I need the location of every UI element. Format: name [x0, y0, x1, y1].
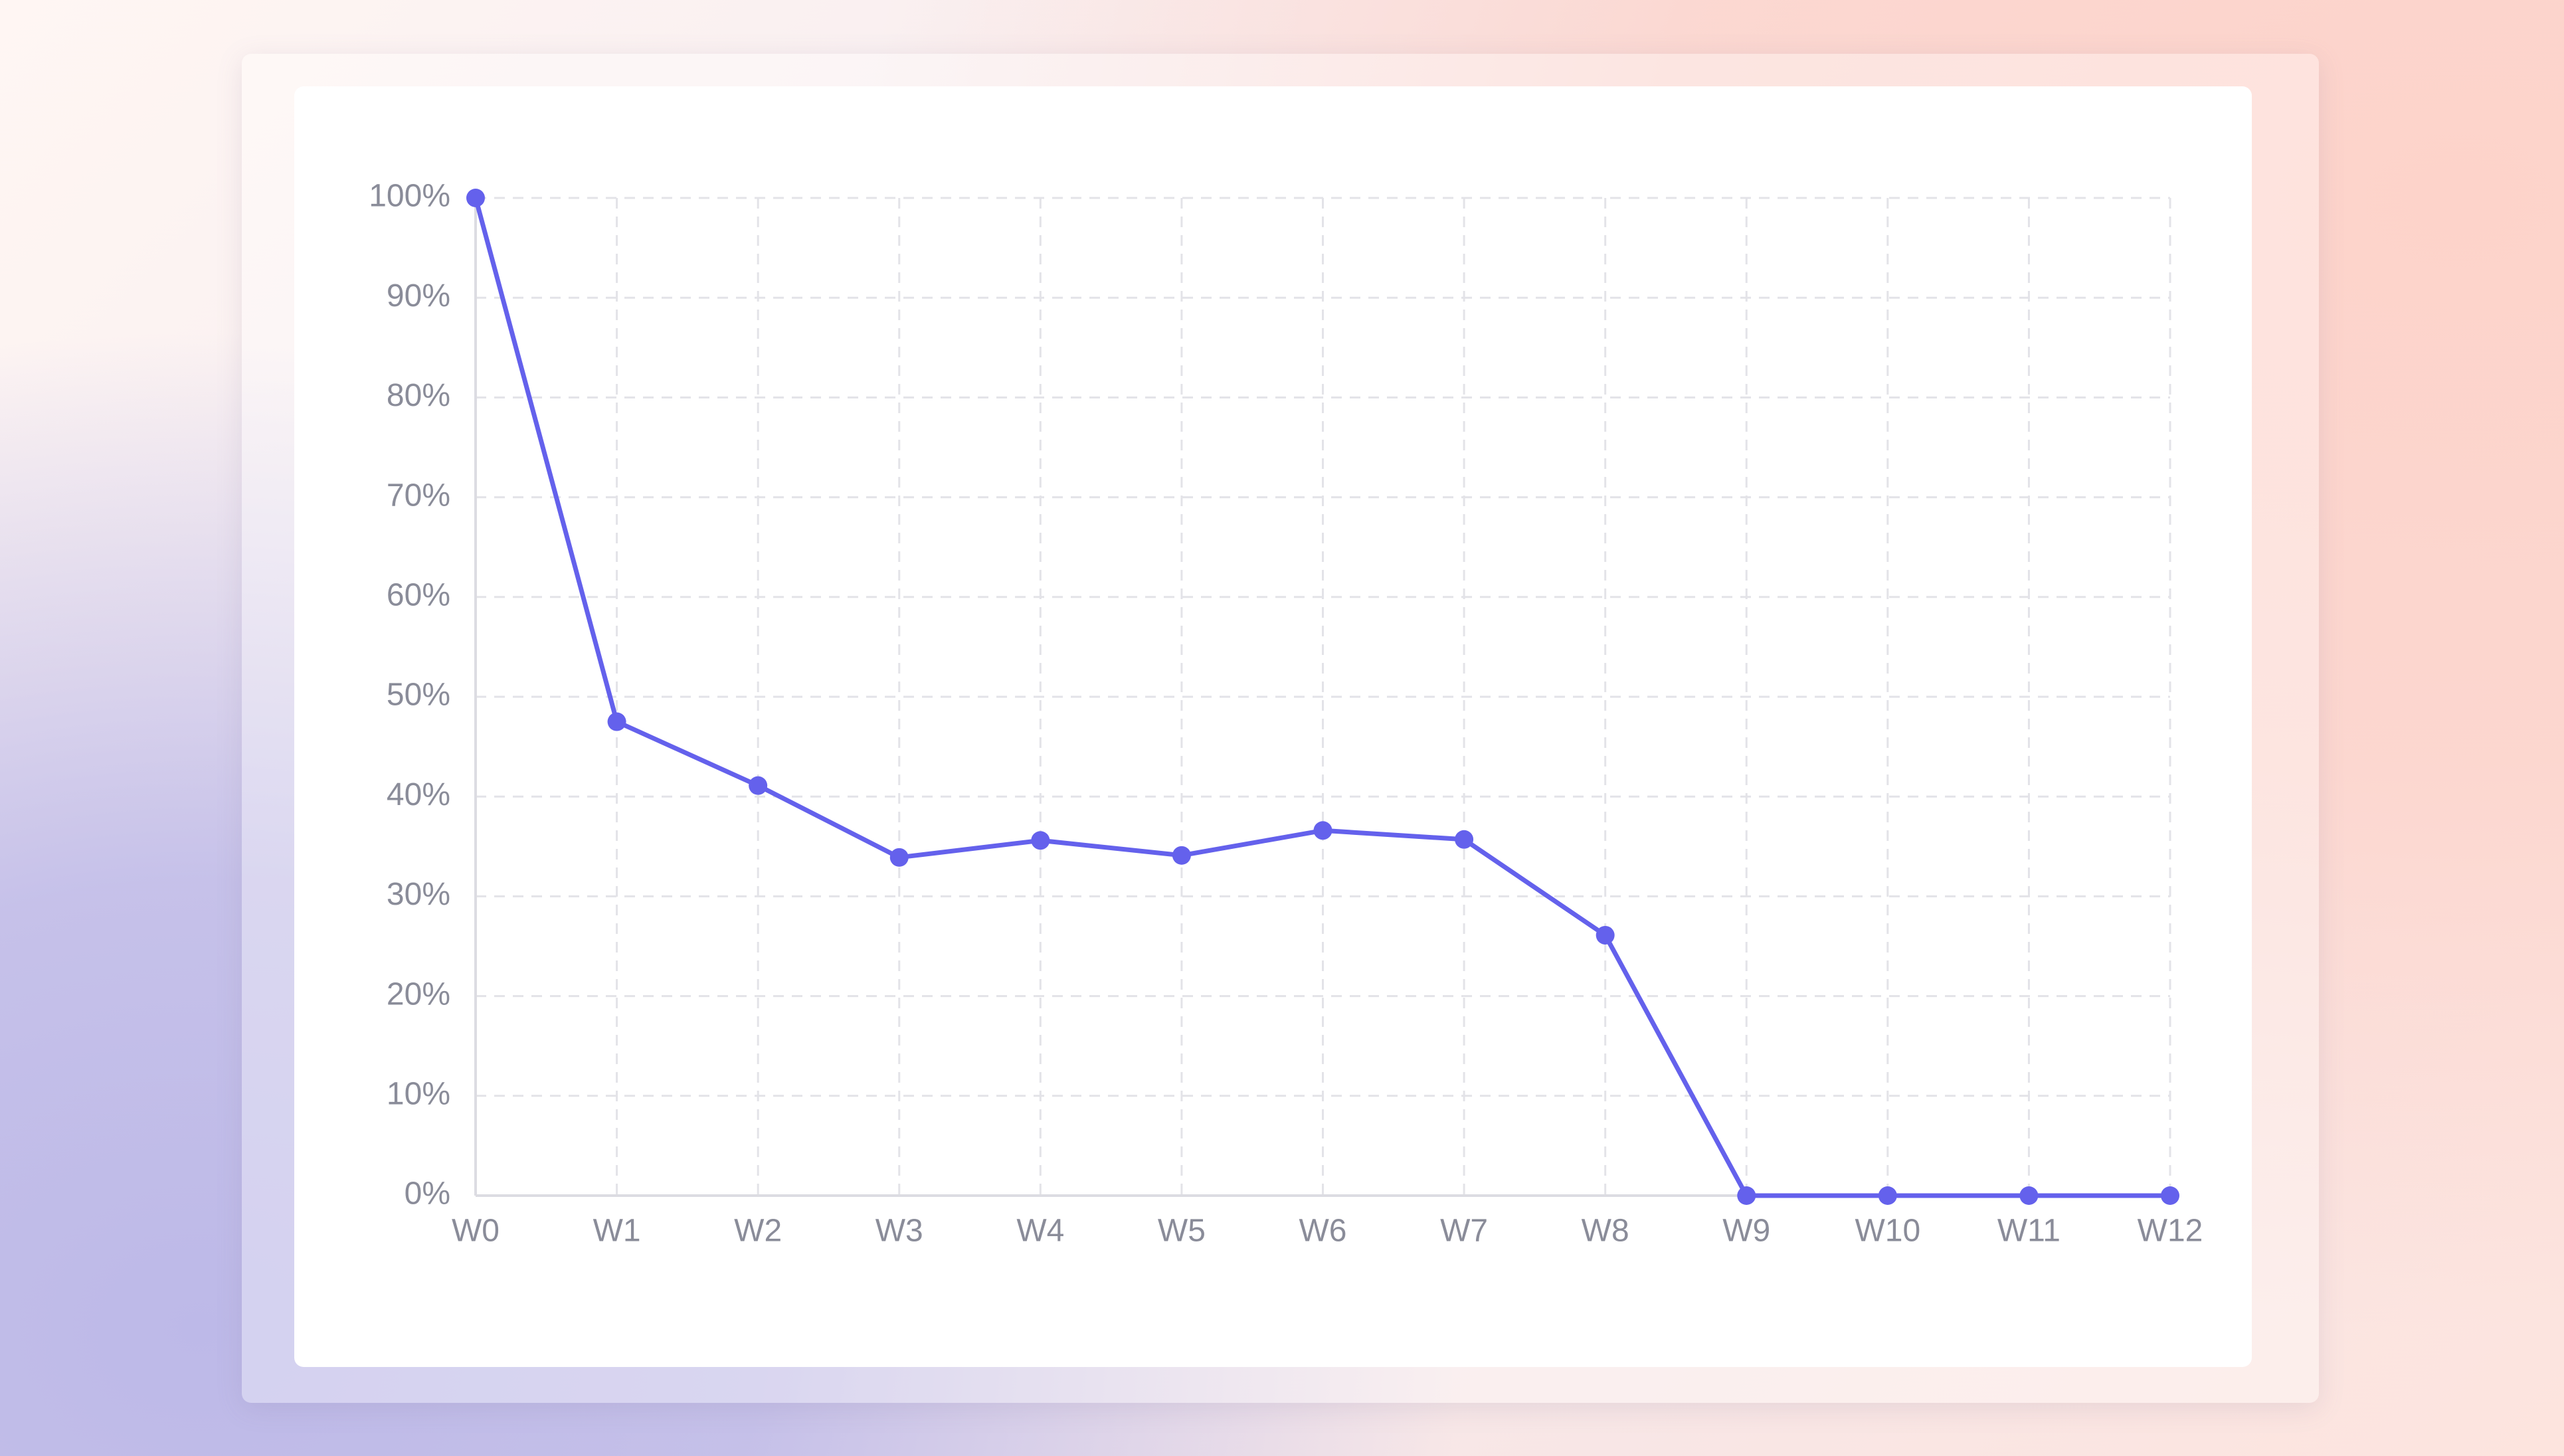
- x-tick-label: W2: [734, 1214, 782, 1249]
- y-tick-label: 20%: [387, 976, 450, 1012]
- x-tick-label: W6: [1299, 1214, 1347, 1249]
- x-tick-label: W11: [1997, 1214, 2060, 1249]
- point: [749, 776, 768, 795]
- point: [1455, 830, 1474, 849]
- x-tick-label: W4: [1016, 1214, 1064, 1249]
- y-tick-label: 60%: [387, 577, 450, 612]
- y-tick-label: 100%: [369, 179, 450, 214]
- y-tick-label: 10%: [387, 1076, 450, 1111]
- x-tick-label: W0: [452, 1214, 500, 1249]
- y-tick-label: 30%: [387, 877, 450, 912]
- point: [1596, 925, 1615, 945]
- point: [889, 848, 909, 867]
- y-tick-label: 70%: [387, 478, 450, 513]
- y-tick-label: 0%: [405, 1176, 450, 1212]
- y-tick-label: 40%: [387, 777, 450, 812]
- x-tick-label: W10: [1855, 1214, 1920, 1249]
- x-tick-label: W7: [1440, 1214, 1488, 1249]
- point: [1313, 821, 1332, 840]
- x-tick-label: W5: [1158, 1214, 1206, 1249]
- x-tick-label: W8: [1582, 1214, 1629, 1249]
- point: [2161, 1186, 2179, 1205]
- point: [607, 712, 626, 731]
- point: [1737, 1186, 1756, 1205]
- y-tick-label: 50%: [387, 678, 450, 713]
- x-tick-label: W3: [875, 1214, 923, 1249]
- point: [1878, 1186, 1897, 1205]
- point: [2019, 1186, 2039, 1205]
- y-tick-label: 90%: [387, 278, 450, 314]
- x-tick-label: W1: [593, 1214, 641, 1249]
- y-tick-label: 80%: [387, 378, 450, 413]
- point: [1172, 846, 1191, 865]
- point: [466, 189, 485, 207]
- point: [1031, 831, 1050, 850]
- x-tick-label: W12: [2138, 1214, 2203, 1249]
- x-tick-label: W9: [1722, 1214, 1770, 1249]
